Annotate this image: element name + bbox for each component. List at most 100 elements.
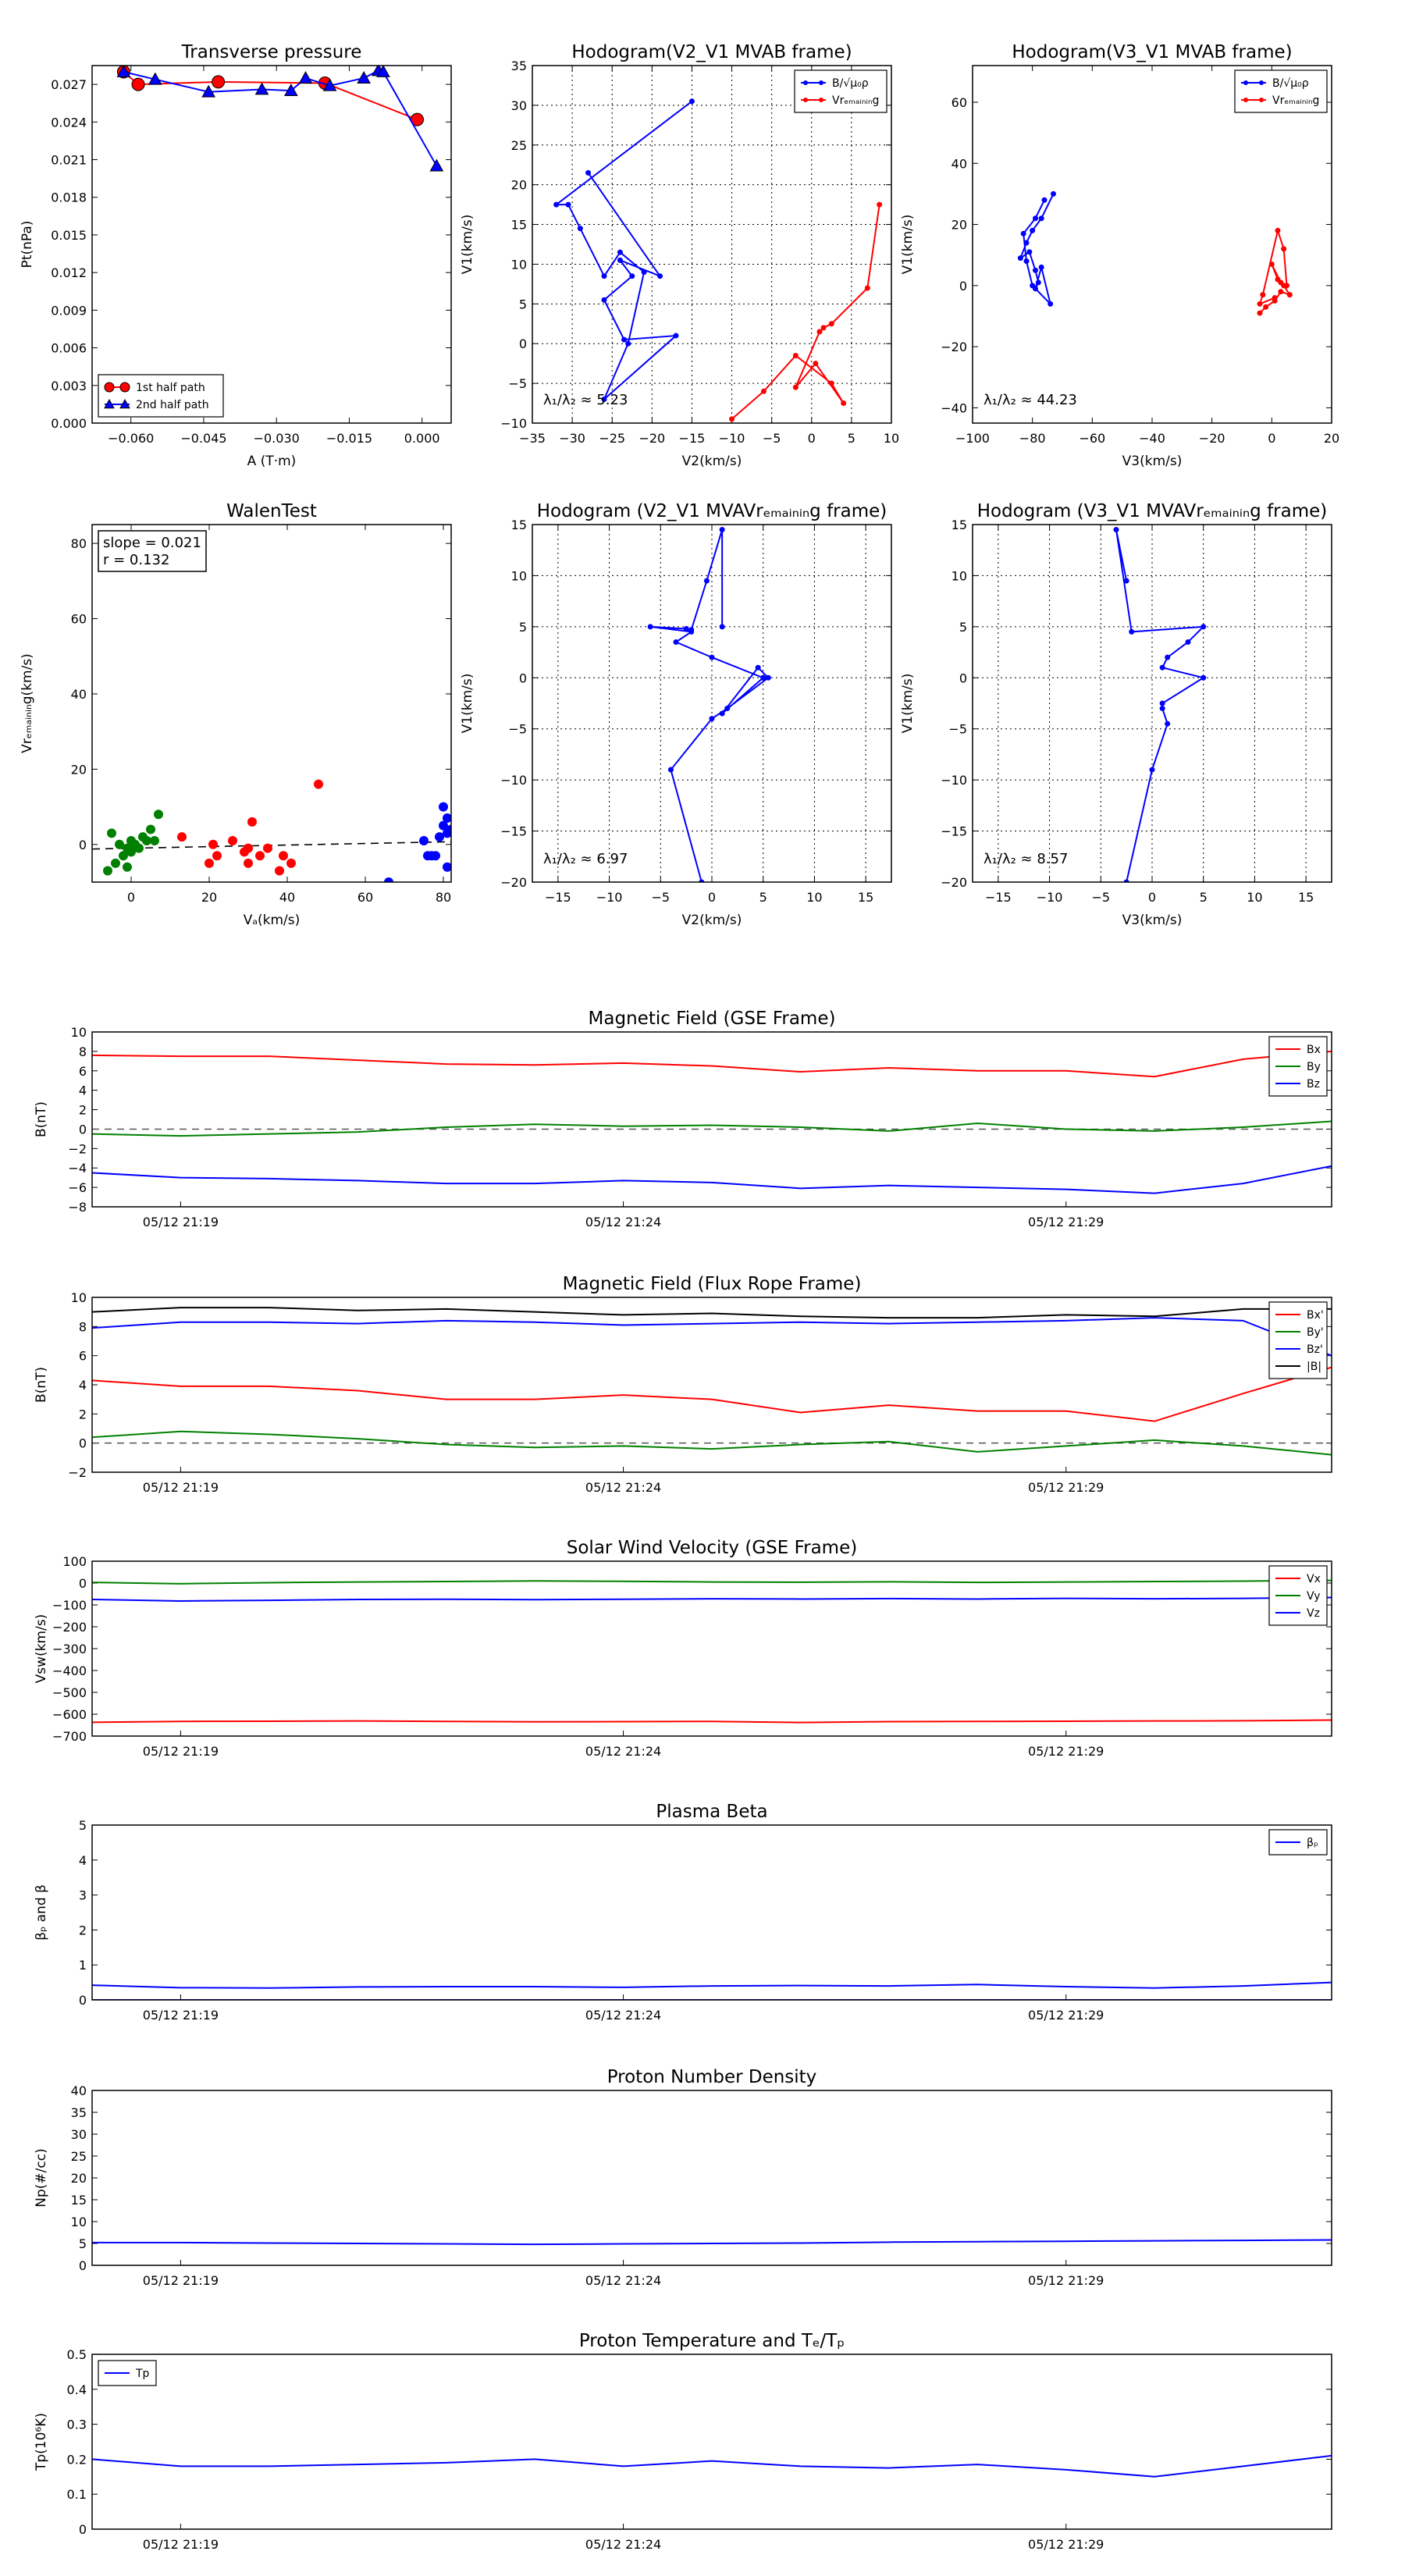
walen-series-2-point bbox=[431, 851, 440, 861]
hodo2-xtick-label: −80 bbox=[1019, 431, 1046, 446]
tp-ytick-label: 0.3 bbox=[67, 2418, 87, 2432]
walen-series-2-point bbox=[419, 835, 429, 845]
walen-series-0-point bbox=[111, 858, 120, 868]
walen-xtick-label: 40 bbox=[279, 890, 295, 905]
walen-data bbox=[92, 779, 451, 882]
bfr-xtick-label: 05/12 21:19 bbox=[143, 1480, 219, 1495]
hodo1-ytick-label: 10 bbox=[511, 257, 527, 272]
hodo3-xtick-label: −15 bbox=[545, 890, 571, 905]
hodo3-xtick-label: 10 bbox=[806, 890, 822, 905]
hodo1-series-1-point bbox=[792, 384, 799, 390]
beta-series-0-line bbox=[92, 1981, 1332, 1989]
hodo2-series-0-point bbox=[1038, 215, 1044, 222]
walen-xlabel: Vₐ(km/s) bbox=[244, 913, 301, 928]
hodo3-series-0-point bbox=[719, 710, 725, 717]
bfr-legend-label: Bx' bbox=[1307, 1309, 1324, 1322]
hodo1-legend-box bbox=[794, 69, 887, 113]
hodo2-annotation: λ₁/λ₂ ≈ 44.23 bbox=[984, 392, 1077, 408]
panel-vsw: Solar Wind Velocity (GSE Frame) −700 −600 −… bbox=[34, 1538, 1332, 1759]
pt-series-1-point bbox=[284, 84, 298, 97]
pt-data bbox=[116, 66, 444, 172]
walen-series-2-point bbox=[439, 802, 448, 812]
hodo1-legend-marker bbox=[803, 98, 808, 102]
vsw-legend: Vx Vy Vz bbox=[1268, 1565, 1328, 1626]
hodo1-title: Hodogram(V2_V1 MVAB frame) bbox=[571, 42, 852, 62]
walen-series-1-point bbox=[247, 817, 257, 827]
pt-series-1-point bbox=[357, 71, 371, 84]
hodo1-series-1-point bbox=[816, 329, 823, 335]
hodo1-series-1-point bbox=[841, 400, 847, 407]
hodo3-series-0-point bbox=[719, 624, 725, 630]
hodo4-ytick-label: 15 bbox=[951, 518, 967, 532]
vsw-legend-label: Vx bbox=[1307, 1573, 1321, 1585]
vsw-legend-label: Vz bbox=[1307, 1607, 1320, 1620]
hodo1-series-0-point bbox=[657, 273, 663, 279]
hodo1-series-1-point bbox=[864, 285, 870, 291]
pt-series-1-point bbox=[298, 71, 313, 84]
hodo2-ytick-label: 20 bbox=[951, 218, 967, 233]
vsw-ytick-label: −100 bbox=[52, 1598, 87, 1613]
walen-xtick-label: 0 bbox=[127, 890, 135, 905]
hodo4-series-0-line bbox=[1115, 529, 1206, 882]
bfr-ytick-label: −2 bbox=[68, 1465, 87, 1480]
pt-legend-marker bbox=[104, 382, 115, 393]
tp-ytick-label: 0.5 bbox=[67, 2347, 87, 2362]
hodo1-xtick-label: 5 bbox=[848, 431, 855, 446]
hodo2-legend-box bbox=[1234, 69, 1328, 113]
hodo4-ytick-label: 0 bbox=[959, 671, 967, 685]
walen-series-0-point bbox=[107, 828, 116, 838]
walen-series-0-point bbox=[154, 809, 163, 820]
vsw-ytick-label: −700 bbox=[52, 1729, 87, 1744]
hodo3-ytick-label: 10 bbox=[511, 568, 527, 583]
hodo1-annotation: λ₁/λ₂ ≈ 5.23 bbox=[543, 392, 628, 408]
hodo1-legend-marker bbox=[803, 80, 808, 85]
bfr-series-1-line bbox=[92, 1430, 1332, 1456]
hodo1-series-0-point bbox=[673, 333, 679, 339]
bgse-legend-label: Bz bbox=[1307, 1078, 1320, 1091]
hodo3-ytick-label: 5 bbox=[519, 620, 527, 635]
hodo3-series-0-point bbox=[755, 664, 761, 671]
hodo1-series-0-point bbox=[621, 336, 628, 343]
hodo2-series-1-point bbox=[1281, 246, 1287, 252]
walen-frame bbox=[91, 524, 452, 883]
hodo3-ytick-label: −5 bbox=[508, 722, 527, 737]
walen-series-2-point bbox=[443, 862, 451, 872]
tp-ytick-label: 0.4 bbox=[67, 2382, 87, 2397]
hodo2-title: Hodogram(V3_V1 MVAB frame) bbox=[1012, 42, 1292, 62]
walen-series-0-point bbox=[103, 866, 112, 876]
bfr-legend-label: |B| bbox=[1307, 1361, 1321, 1373]
walen-annotation-line: r = 0.132 bbox=[103, 552, 169, 568]
hodo2-series-1-point bbox=[1278, 289, 1284, 295]
bgse-xtick-label: 05/12 21:19 bbox=[143, 1215, 219, 1229]
hodo2-ytick-label: 40 bbox=[951, 156, 967, 171]
hodo3-series-0-point bbox=[724, 706, 731, 712]
panel-beta: Plasma Beta 0 1 2 3 4 5 05/12 21:19 05/12 21:24 0… bbox=[34, 1802, 1332, 2023]
hodo3-ylabel: V1(km/s) bbox=[460, 674, 475, 734]
walen-series-2-point bbox=[384, 877, 393, 882]
bgse-title: Magnetic Field (GSE Frame) bbox=[589, 1009, 836, 1029]
hodo2-legend-label: B/√μ₀ρ bbox=[1272, 77, 1309, 90]
walen-series-2-point bbox=[439, 820, 448, 831]
bgse-frame bbox=[91, 1031, 1332, 1208]
hodo4-xtick-label: −15 bbox=[985, 890, 1012, 905]
pt-frame bbox=[91, 65, 452, 424]
hodo1-series-0-point bbox=[625, 340, 631, 347]
pt-legend-label: 1st half path bbox=[136, 382, 205, 394]
walen-ytick-label: 20 bbox=[71, 762, 87, 777]
hodo4-series-0-point bbox=[1165, 720, 1171, 727]
np-ytick-label: 5 bbox=[79, 2236, 87, 2251]
hodo2-series-1-point bbox=[1257, 310, 1263, 316]
hodo1-xtick-label: 0 bbox=[808, 431, 816, 446]
hodo3-series-0-point bbox=[703, 578, 710, 584]
vsw-data bbox=[92, 1579, 1332, 1724]
hodo1-series-1-point bbox=[729, 416, 735, 422]
hodo3-series-0-point bbox=[760, 674, 767, 681]
hodo1-series-0-line bbox=[553, 101, 693, 400]
hodo4-series-0-point bbox=[1123, 578, 1129, 584]
beta-xtick-label: 05/12 21:29 bbox=[1028, 2008, 1104, 2023]
bgse-ytick-label: −2 bbox=[68, 1141, 87, 1156]
vsw-series-2-line bbox=[92, 1596, 1332, 1602]
hodo2-series-0-point bbox=[1048, 301, 1054, 307]
hodo2-series-1-point bbox=[1268, 261, 1275, 267]
